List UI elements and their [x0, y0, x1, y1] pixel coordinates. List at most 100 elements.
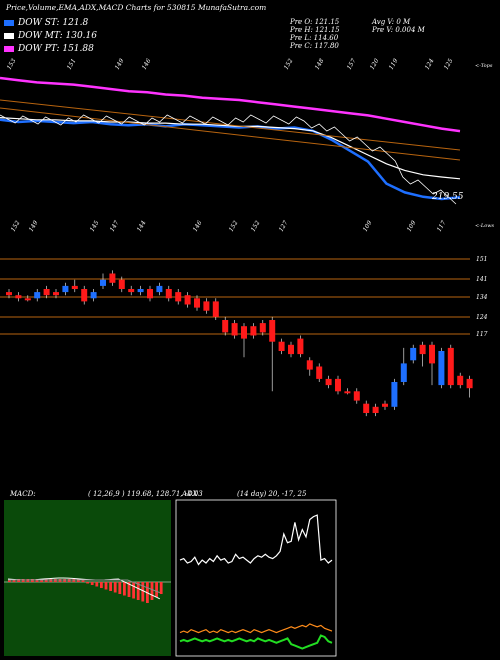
low-value-label: 117: [436, 219, 448, 233]
candle-body: [269, 320, 276, 342]
macd-histogram-bar: [136, 582, 140, 600]
top-value-label: 153: [6, 57, 18, 71]
info-prev-high: Pre H: 121.15: [290, 26, 340, 34]
candle-body: [71, 285, 78, 289]
adx-series-di: [179, 634, 333, 650]
candle-body: [335, 378, 341, 392]
candle-body: [259, 323, 266, 333]
candle-body: [175, 292, 182, 302]
macd-histogram-bar: [100, 582, 103, 588]
legend-swatch-pt: [4, 46, 14, 52]
candle-body: [156, 285, 163, 293]
macd-histogram-bar: [123, 582, 126, 596]
candle-body: [81, 289, 88, 302]
candle-body: [410, 347, 417, 361]
candle-body: [363, 403, 370, 413]
macd-histogram-bar: [127, 582, 131, 597]
low-value-label: 146: [192, 219, 204, 233]
candle-body: [212, 301, 219, 317]
macd-histogram-bar: [109, 582, 112, 591]
legend-dow-pt: DOW PT: 151.88: [4, 44, 94, 54]
candle-body: [466, 378, 473, 389]
candle-body: [297, 338, 304, 355]
info-prev-volume: Pre V: 0.004 M: [372, 26, 425, 34]
price-level-label: 124: [476, 314, 488, 321]
candle-body: [288, 344, 294, 355]
candle-body: [62, 285, 69, 293]
price-level-label: 117: [476, 331, 488, 338]
top-value-label: 149: [114, 57, 126, 71]
low-value-label: 127: [278, 219, 290, 233]
macd-histogram-bar: [150, 582, 154, 600]
ema-line-dow-pt: [0, 76, 461, 133]
macd-histogram-bar: [90, 582, 94, 585]
candle-body: [353, 391, 360, 401]
candle-body: [391, 382, 398, 407]
price-level-label: 151: [476, 256, 487, 263]
top-value-label: 146: [141, 57, 153, 71]
legend-label-mt: DOW MT: 130.16: [18, 31, 97, 41]
candle-body: [147, 289, 153, 299]
top-value-label: 157: [346, 57, 358, 71]
adx-series-adx: [179, 514, 333, 566]
price-level-label: 134: [476, 294, 488, 301]
candle-body: [231, 323, 238, 336]
candle-body: [429, 344, 435, 364]
adx-series-di: [179, 623, 333, 634]
candle-body: [128, 289, 135, 293]
macd-histogram-bar: [132, 582, 135, 599]
ema-line-dow-st: [0, 118, 461, 201]
candle-body: [184, 295, 191, 305]
candle-body: [34, 292, 41, 299]
candle-body: [6, 292, 12, 296]
macd-histogram-bar: [155, 582, 158, 597]
macd-histogram-bar: [81, 580, 85, 582]
macd-histogram-bar: [113, 582, 117, 593]
candle-body: [137, 289, 144, 293]
macd-values: ( 12,26,9 ) 119.68, 128.71, -4.03: [88, 490, 203, 498]
low-value-label: 152: [228, 219, 240, 233]
macd-panel: [4, 500, 171, 656]
legend-swatch-mt: [4, 33, 14, 39]
macd-histogram-bar: [159, 582, 163, 594]
legend-swatch-st: [4, 20, 14, 26]
low-value-label: 109: [406, 219, 418, 233]
candle-body: [90, 292, 97, 299]
candle-body: [100, 279, 106, 286]
legend-label-st: DOW ST: 121.8: [18, 18, 89, 28]
legend-dow-mt: DOW MT: 130.16: [4, 31, 97, 41]
top-value-label: 151: [66, 58, 78, 71]
legend-label-pt: DOW PT: 151.88: [18, 44, 94, 54]
top-value-label: 148: [314, 57, 326, 71]
low-value-label: 109: [362, 219, 374, 233]
adx-label: ADX: [182, 490, 198, 498]
chart-title: Price,Volume,EMA,ADX,MACD Charts for 530…: [6, 3, 267, 12]
candle-body: [372, 406, 379, 413]
low-value-label: 152: [250, 219, 262, 233]
macd-panel-bg: [4, 500, 171, 656]
low-value-label: 149: [28, 219, 40, 233]
close-price-line: [0, 114, 457, 205]
candle-body: [447, 347, 454, 386]
lows-label: <-Lows: [475, 223, 495, 229]
tops-label: <-Tops: [475, 63, 493, 69]
legend-dow-st: DOW ST: 121.8: [4, 18, 88, 28]
low-value-label: 145: [89, 219, 101, 233]
top-value-label: 119: [388, 57, 400, 71]
macd-histogram-bar: [118, 582, 122, 594]
current-value-label: 219.55: [432, 192, 464, 202]
candle-body: [203, 301, 210, 311]
macd-histogram-bar: [95, 582, 99, 587]
candle-body: [15, 295, 22, 299]
candle-body: [241, 326, 247, 339]
adx-values: (14 day) 20, -17, 25: [237, 490, 307, 498]
info-prev-open: Pre O: 121.15: [290, 18, 340, 26]
candle-body: [325, 378, 332, 386]
top-value-label: 124: [424, 57, 436, 71]
candle-body: [43, 289, 50, 296]
candle-body: [250, 326, 257, 336]
top-value-label: 120: [369, 57, 381, 71]
candle-body: [109, 273, 116, 283]
macd-label: MACD:: [10, 490, 36, 498]
